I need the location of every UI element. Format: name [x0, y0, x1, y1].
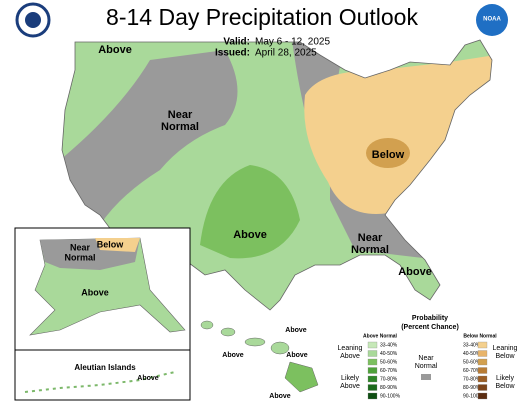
title: 8-14 Day Precipitation Outlook — [106, 4, 418, 30]
swatch — [477, 341, 488, 349]
range-label: 60-70% — [380, 368, 398, 374]
island — [270, 341, 290, 355]
swatch — [477, 384, 488, 391]
region-label: Normal — [351, 244, 389, 256]
region-label: Normal — [161, 121, 199, 133]
hawaii — [200, 320, 319, 393]
region-label: Near — [168, 109, 193, 121]
range-label: 33-40% — [463, 342, 481, 348]
range-label: 90-100% — [463, 393, 484, 399]
legend-label: Above — [340, 353, 360, 360]
island — [220, 327, 236, 337]
region-label: Above — [233, 229, 267, 241]
swatch — [367, 384, 378, 391]
region-label: Aleutian Islands — [74, 363, 136, 372]
range-label: 60-70% — [463, 368, 481, 374]
swatch — [421, 374, 431, 380]
range-label: 80-90% — [463, 385, 481, 391]
swatch — [477, 392, 488, 400]
aleutian-inset — [14, 349, 191, 401]
legend-label: Below — [495, 383, 515, 390]
region-label: Below — [97, 239, 125, 249]
region-label: Near — [70, 242, 91, 252]
legend-label: Normal — [415, 363, 438, 370]
swatch — [477, 350, 488, 357]
issued-label: Issued: — [215, 48, 250, 59]
region-label: Above — [222, 352, 244, 359]
swatch — [367, 392, 378, 400]
swatch — [367, 341, 378, 349]
region-label: Above — [286, 352, 308, 359]
legend-label: Below — [495, 353, 515, 360]
swatch — [477, 358, 488, 366]
region-label: Above — [398, 266, 432, 278]
region-label: Above — [98, 44, 132, 56]
legend-label: Near — [418, 355, 434, 362]
below-area — [304, 55, 492, 215]
range-label: 40-50% — [463, 351, 481, 357]
above-core — [200, 165, 300, 259]
range-label: 40-50% — [380, 351, 398, 357]
below-header: Below Normal — [463, 333, 497, 339]
range-label: 70-80% — [463, 376, 481, 382]
range-label: 50-60% — [463, 359, 481, 365]
region-label: Below — [372, 149, 405, 161]
below-core — [366, 138, 410, 168]
swatch — [367, 367, 378, 374]
noaa-logo — [476, 4, 508, 36]
aleutians — [24, 371, 176, 393]
range-label: 80-90% — [380, 385, 398, 391]
legend-label: Likely — [341, 375, 359, 382]
legend-label: Likely — [496, 375, 514, 382]
valid: May 6 - 12, 2025 — [255, 37, 330, 48]
region-label: Above — [137, 375, 159, 382]
valid-label: Valid: — [223, 37, 250, 48]
range-label: 33-40% — [380, 342, 398, 348]
legend-label: Above — [340, 383, 360, 390]
doc-logo-inner — [25, 12, 41, 28]
region-label: Above — [285, 327, 307, 334]
swatch — [477, 367, 488, 374]
range-label: 90-100% — [380, 393, 401, 399]
legend-label: Leaning — [493, 345, 518, 352]
below-area — [95, 238, 140, 252]
swatch — [367, 350, 378, 357]
near-area — [62, 50, 238, 225]
legend-subtitle: (Percent Chance) — [401, 324, 459, 331]
swatch — [477, 375, 488, 383]
region-label: Above — [269, 393, 291, 400]
range-label: 50-60% — [380, 359, 398, 365]
legend: Probability (Percent Chance) Above Norma… — [363, 315, 497, 339]
island — [284, 361, 319, 393]
legend-label: Leaning — [338, 345, 363, 352]
island — [200, 320, 214, 330]
above-header: Above Normal — [363, 333, 398, 339]
range-label: 70-80% — [380, 376, 398, 382]
region-label: Above — [81, 287, 109, 297]
island — [244, 337, 266, 347]
legend-title: Probability — [412, 315, 448, 322]
swatch — [367, 375, 378, 383]
region-label: Normal — [64, 252, 95, 262]
swatch — [367, 358, 378, 366]
region-label: Near — [358, 232, 383, 244]
issued: April 28, 2025 — [255, 48, 317, 59]
logo-text: NOAA — [483, 17, 501, 23]
